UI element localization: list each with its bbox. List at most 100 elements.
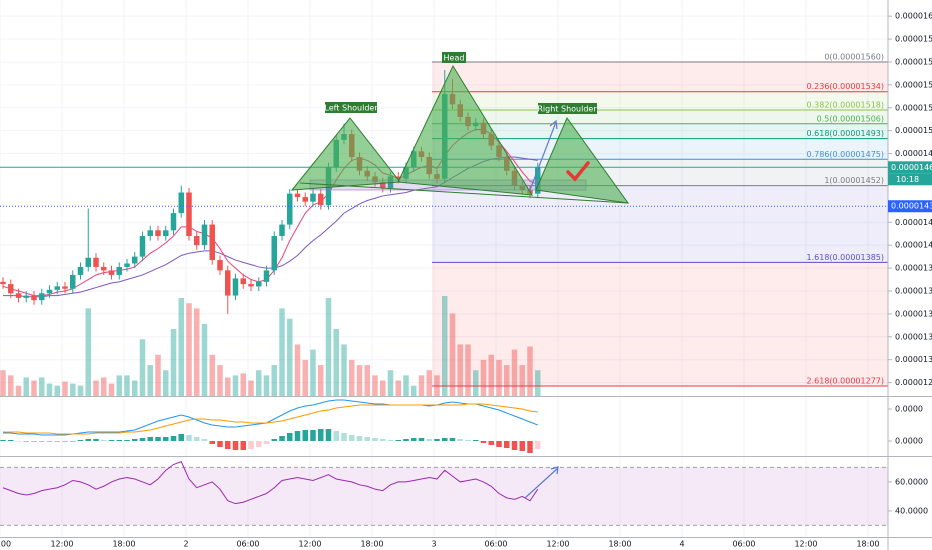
candle-body bbox=[155, 230, 161, 237]
macd-histogram-bar bbox=[85, 439, 91, 441]
y-tick-label: 0.00001540 bbox=[895, 80, 932, 89]
y-tick-label: 0.00001320 bbox=[895, 332, 932, 341]
y-tick-label: 0.0000 bbox=[895, 437, 923, 446]
candle-body bbox=[232, 278, 239, 296]
x-tick-label: 12:00 bbox=[794, 540, 817, 549]
fib-label: 0.382(0.00001518) bbox=[807, 101, 885, 110]
macd-histogram-bar bbox=[364, 437, 370, 441]
y-tick-label: 0.00001400 bbox=[895, 241, 932, 250]
volume-bar bbox=[248, 380, 254, 396]
candle-body bbox=[77, 266, 84, 275]
label-box bbox=[442, 52, 466, 63]
alert-price-box bbox=[888, 200, 932, 213]
volume-bar bbox=[511, 349, 518, 396]
rsi-line bbox=[2, 460, 539, 505]
macd-histogram-bar bbox=[279, 436, 285, 441]
candle-body bbox=[46, 289, 53, 294]
macd-histogram-bar bbox=[256, 441, 262, 447]
x-tick-label: 18:00 bbox=[360, 540, 383, 549]
macd-histogram-bar bbox=[411, 438, 417, 441]
volume-bar bbox=[232, 375, 239, 396]
macd-histogram-bar bbox=[248, 441, 254, 449]
label-box bbox=[325, 102, 377, 113]
candle-body bbox=[31, 295, 37, 301]
macd-histogram-bar bbox=[70, 441, 76, 442]
candle-body bbox=[248, 284, 254, 287]
macd-histogram-bar bbox=[465, 440, 471, 441]
volume-bar bbox=[372, 375, 378, 396]
candle-body bbox=[271, 236, 277, 271]
candle-body bbox=[23, 295, 29, 298]
volume-bar bbox=[465, 344, 471, 396]
macd-histogram-bar bbox=[310, 430, 316, 441]
candle-body bbox=[139, 236, 146, 257]
last-price-box bbox=[888, 161, 932, 174]
candle-body bbox=[209, 224, 215, 261]
volume-bar bbox=[62, 381, 68, 396]
macd-histogram-bar bbox=[372, 438, 378, 441]
volume-bar bbox=[70, 383, 76, 396]
y-tick-label: 0.00001600 bbox=[895, 12, 932, 21]
candle-body bbox=[116, 266, 122, 275]
y-tick-label: 0.00001580 bbox=[895, 35, 932, 44]
candle-body bbox=[263, 270, 270, 282]
volume-bar bbox=[132, 380, 138, 396]
volume-bar bbox=[395, 380, 401, 396]
volume-bar bbox=[387, 370, 394, 396]
candle-body bbox=[535, 167, 541, 194]
x-tick-label: 18:00 bbox=[608, 540, 631, 549]
volume-bar bbox=[39, 377, 45, 396]
candle-body bbox=[8, 284, 14, 294]
candle-body bbox=[163, 230, 169, 237]
fib-label: 0(0.00001560) bbox=[824, 52, 884, 61]
macd-histogram-bar bbox=[302, 430, 308, 441]
y-tick-label: 0.00001360 bbox=[895, 286, 932, 295]
macd-histogram-bar bbox=[108, 440, 115, 441]
volume-bar bbox=[480, 359, 487, 396]
fib-band bbox=[432, 262, 888, 387]
fib-band bbox=[432, 123, 888, 139]
macd-histogram-bar bbox=[488, 441, 494, 445]
fib-band bbox=[432, 185, 888, 263]
macd-histogram-bar bbox=[39, 441, 45, 442]
macd-histogram-bar bbox=[356, 436, 363, 441]
macd-histogram-bar bbox=[496, 441, 502, 447]
macd-histogram-bar bbox=[225, 441, 231, 449]
x-tick-label: 06:00 bbox=[236, 540, 259, 549]
volume-bar bbox=[201, 323, 208, 396]
macd-histogram-bar bbox=[349, 435, 355, 441]
volume-bar bbox=[217, 365, 223, 396]
macd-histogram-bar bbox=[139, 438, 146, 441]
x-tick-label: 3 bbox=[431, 540, 436, 549]
x-tick-label: 00 bbox=[1, 540, 11, 549]
macd-histogram-bar bbox=[209, 441, 215, 444]
volume-bar bbox=[139, 339, 146, 396]
volume-bar bbox=[473, 370, 479, 396]
candle-body bbox=[54, 286, 60, 290]
countdown-box bbox=[888, 173, 932, 186]
candle-body bbox=[201, 224, 208, 246]
fib-band bbox=[432, 138, 888, 160]
x-tick-label: 06:00 bbox=[732, 540, 755, 549]
candle-body bbox=[318, 193, 324, 206]
macd-histogram-bar bbox=[442, 438, 448, 441]
macd-histogram-bar bbox=[395, 440, 401, 441]
last-price-label: 0.00001468 bbox=[891, 163, 932, 172]
macd-histogram-bar bbox=[46, 441, 53, 442]
fib-label: 1.618(0.00001385) bbox=[807, 253, 885, 262]
x-tick-label: 12:00 bbox=[298, 540, 321, 549]
volume-bar bbox=[535, 370, 541, 396]
volume-bar bbox=[294, 344, 301, 396]
volume-bar bbox=[209, 354, 215, 396]
volume-bar bbox=[256, 370, 262, 396]
macd-histogram-bar bbox=[155, 437, 161, 441]
volume-bar bbox=[496, 359, 502, 396]
candle-body bbox=[85, 257, 91, 267]
macd-histogram-bar bbox=[457, 439, 463, 441]
macd-histogram-bar bbox=[116, 440, 122, 441]
macd-histogram-bar bbox=[403, 439, 409, 441]
x-tick-label: 12:00 bbox=[546, 540, 569, 549]
candle-body bbox=[62, 286, 68, 289]
macd-histogram-bar bbox=[77, 440, 84, 441]
